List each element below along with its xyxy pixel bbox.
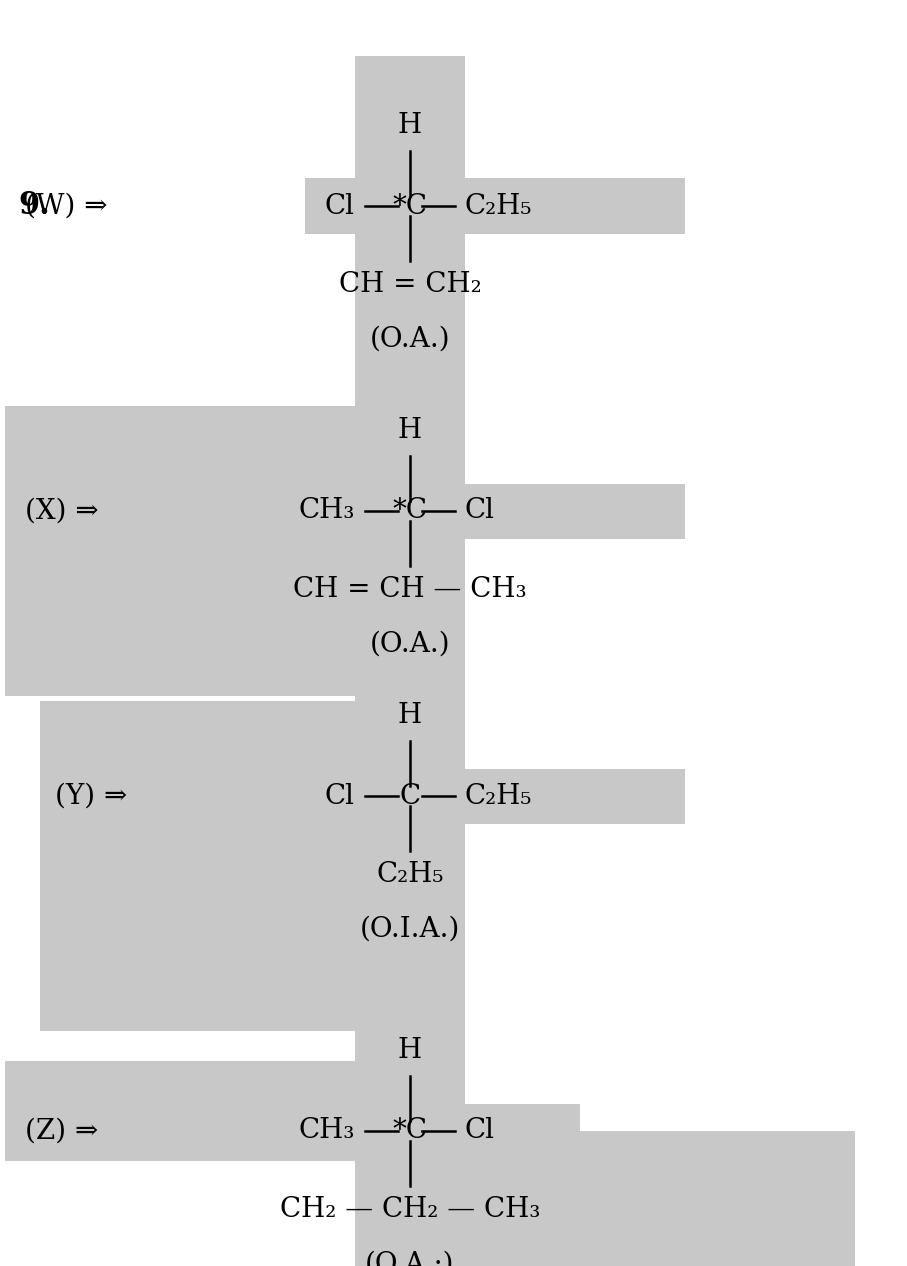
Bar xyxy=(355,1136,465,1266)
Text: 9.: 9. xyxy=(18,190,50,222)
Bar xyxy=(355,56,465,1251)
Text: CH₃: CH₃ xyxy=(298,498,355,524)
Bar xyxy=(5,1104,580,1158)
Text: (O.A.): (O.A.) xyxy=(370,327,450,353)
Text: (W) ⇒: (W) ⇒ xyxy=(25,192,108,219)
Text: (Z) ⇒: (Z) ⇒ xyxy=(25,1118,98,1144)
Bar xyxy=(355,801,465,1036)
Bar xyxy=(305,179,685,233)
Text: Cl: Cl xyxy=(465,1118,495,1144)
Text: H: H xyxy=(398,417,422,444)
Bar xyxy=(5,1061,360,1161)
Text: *C: *C xyxy=(393,498,427,524)
Bar xyxy=(355,211,465,376)
Text: C₂H₅: C₂H₅ xyxy=(465,782,532,809)
Text: Cl: Cl xyxy=(325,782,355,809)
Text: (O.A.·): (O.A.·) xyxy=(366,1251,454,1266)
Bar xyxy=(355,396,465,506)
Text: *C: *C xyxy=(393,1118,427,1144)
Text: CH₃: CH₃ xyxy=(298,1118,355,1144)
Text: (X) ⇒: (X) ⇒ xyxy=(25,498,99,524)
Text: Cl: Cl xyxy=(325,192,355,219)
Bar xyxy=(40,701,355,1031)
Bar xyxy=(5,406,360,696)
Bar xyxy=(355,1131,855,1266)
Text: C₂H₅: C₂H₅ xyxy=(376,861,444,887)
Bar xyxy=(40,768,685,823)
Text: CH = CH — CH₃: CH = CH — CH₃ xyxy=(293,576,527,603)
Text: CH = CH₂: CH = CH₂ xyxy=(338,271,482,298)
Text: C₂H₅: C₂H₅ xyxy=(465,192,532,219)
Bar xyxy=(355,61,465,201)
Text: H: H xyxy=(398,1037,422,1063)
Text: (O.I.A.): (O.I.A.) xyxy=(360,917,460,943)
Text: H: H xyxy=(398,111,422,139)
Text: (Y) ⇒: (Y) ⇒ xyxy=(55,782,127,809)
Bar xyxy=(5,484,685,538)
Text: C: C xyxy=(399,782,421,809)
Text: Cl: Cl xyxy=(465,498,495,524)
Text: H: H xyxy=(398,703,422,729)
Text: CH₂ — CH₂ — CH₃: CH₂ — CH₂ — CH₃ xyxy=(280,1196,541,1223)
Text: *C: *C xyxy=(393,192,427,219)
Text: (O.A.): (O.A.) xyxy=(370,630,450,658)
Bar xyxy=(355,517,465,701)
